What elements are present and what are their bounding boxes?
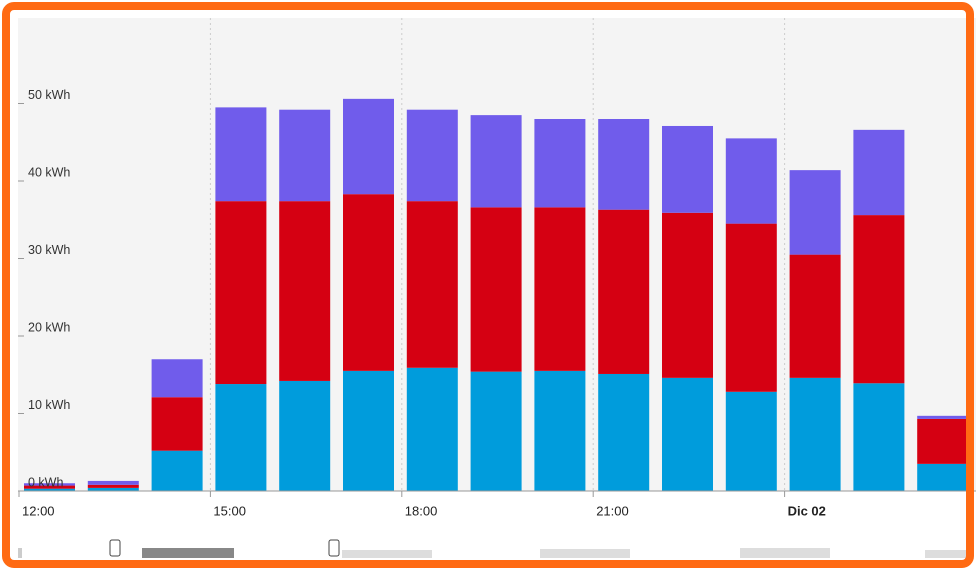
y-tick-label: 30 kWh (28, 243, 70, 257)
bar-segment (853, 215, 905, 384)
bar-segment (725, 138, 777, 224)
x-tick-label: 18:00 (405, 503, 438, 518)
bar-segment (215, 384, 267, 491)
y-tick-label: 10 kWh (28, 398, 70, 412)
bar-segment (151, 450, 203, 491)
bar-segment (87, 480, 139, 485)
bar-segment (662, 212, 713, 378)
bar-segment (662, 125, 713, 213)
x-tick-label: 12:00 (22, 503, 55, 518)
y-tick-label: 0 kWh (28, 475, 63, 489)
bar-segment (917, 418, 969, 464)
x-tick-label: 15:00 (213, 503, 246, 518)
bar-segment (151, 397, 203, 451)
navigator-bar (540, 549, 630, 558)
bar-segment (598, 119, 650, 210)
navigator-bar (740, 548, 830, 558)
bar-segment (406, 109, 458, 202)
navigator (18, 539, 973, 558)
bar-segment (406, 201, 458, 368)
bar-segment (470, 115, 522, 208)
navigator-bar (342, 550, 432, 558)
bar-segment (725, 223, 777, 392)
bar-segment (24, 485, 75, 489)
navigator-bar (925, 550, 973, 558)
bar-segment (662, 377, 713, 491)
bar-segment (789, 377, 841, 491)
bar-segment (470, 371, 522, 491)
bar-segment (534, 207, 586, 371)
bar-segment (279, 201, 331, 381)
bar-segment (279, 380, 331, 491)
y-tick-label: 40 kWh (28, 165, 70, 179)
bar-segment (343, 194, 394, 371)
navigator-handle[interactable] (328, 539, 340, 557)
bar-segment (279, 109, 331, 202)
y-tick-label: 20 kWh (28, 320, 70, 334)
bar-segment (917, 415, 969, 419)
bar-segment (87, 487, 139, 491)
bar-segment (598, 373, 650, 491)
bar-segment (24, 483, 75, 486)
bar-segment (470, 207, 522, 372)
bar-segment (789, 254, 841, 378)
bar-segment (406, 367, 458, 491)
bar-segment (789, 170, 841, 255)
y-tick-label: 50 kWh (28, 88, 70, 102)
x-tick-label: Dic 02 (788, 503, 826, 518)
bar-segment (215, 201, 267, 385)
bar-segment (853, 129, 905, 216)
bar-segment (534, 370, 586, 491)
bar-segment (853, 383, 905, 491)
navigator-bar (142, 548, 234, 558)
bar-segment (24, 488, 75, 491)
bar-segment (151, 359, 203, 398)
bar-segment (343, 98, 394, 195)
bar-segment (215, 107, 267, 202)
navigator-bar (18, 548, 22, 558)
bar-segment (725, 391, 777, 491)
bar-segment (343, 370, 394, 491)
bar-segment (534, 119, 586, 208)
bar-segment (598, 209, 650, 374)
bar-segment (87, 484, 139, 488)
bar-segment (917, 463, 969, 491)
x-tick-label: 21:00 (596, 503, 629, 518)
navigator-handle[interactable] (109, 539, 121, 557)
